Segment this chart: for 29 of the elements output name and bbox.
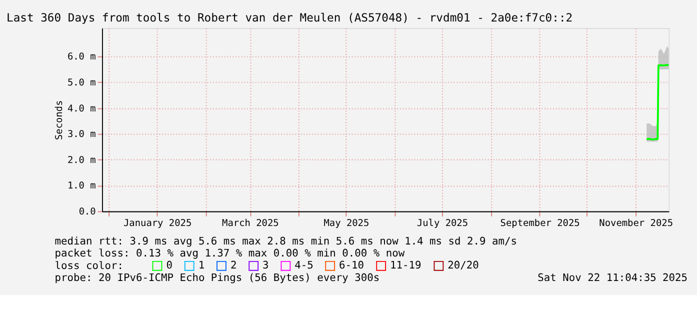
x-tick-label: November 2025: [599, 218, 674, 229]
x-tick-label: March 2025: [222, 218, 279, 229]
line-series: [646, 64, 670, 140]
y-tick-label: 4.0 m: [67, 103, 96, 114]
y-tick-label: 6.0 m: [67, 52, 96, 63]
legend-title: loss color:: [54, 260, 124, 272]
text: median rtt: 3.9 ms avg 5.6 ms max 2.8 ms min 5.6 ms now 1.4 ms sd 2.9 am/s: [54, 235, 518, 248]
legend-label: 4-5: [294, 260, 314, 272]
y-tick-label: 0.0: [78, 206, 96, 218]
y-tick-label: 3.0 m: [67, 129, 96, 140]
legend-label: 2: [230, 260, 237, 272]
x-tick-label: July 2025: [416, 218, 468, 229]
y-tick-label: 2.0 m: [67, 154, 96, 166]
x-tick-label: September 2025: [500, 218, 580, 229]
legend-label: 0: [166, 260, 172, 272]
y-axis-title: Seconds: [54, 100, 65, 140]
text: Sat Nov 22 11:04:35 2025: [538, 272, 688, 284]
legend-label: 3: [262, 260, 269, 272]
legend-label: 20/20: [448, 260, 479, 272]
x-tick-label: May 2025: [324, 218, 370, 229]
y-tick-label: 5.0 m: [67, 78, 96, 89]
text: probe: 20 IPv6-ICMP Echo Pings (56 Bytes) every 300s: [54, 272, 380, 284]
x-tick-label: January 2025: [123, 218, 192, 229]
legend-label: 6-10: [339, 260, 364, 272]
text: packet loss: 0.13 % avg 1.37 % max 0.00 % min 0.00 % now: [54, 248, 406, 260]
legend-label: 1: [198, 260, 205, 272]
y-tick-label: 1.0 m: [67, 180, 96, 192]
chart-title: Last 360 Days from tools to Robert van der Meulen (AS57048) - rvdm01 - 2a0e:f7c0::2: [6, 10, 573, 24]
legend-label: 11-19: [390, 260, 422, 272]
